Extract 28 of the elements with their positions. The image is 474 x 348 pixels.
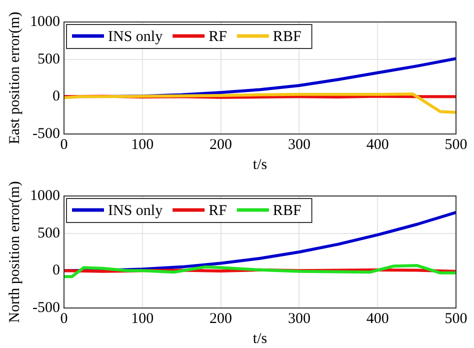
x-tick-label: 200 xyxy=(210,310,232,327)
x-tick-label: 500 xyxy=(444,310,468,327)
legend-label: RBF xyxy=(272,28,302,45)
x-tick-label: 400 xyxy=(366,136,389,153)
x-tick-label: 300 xyxy=(288,310,310,327)
legend-label: RBF xyxy=(272,202,302,219)
y-axis-title: East position error(m) xyxy=(6,12,23,144)
legend-label: INS only xyxy=(108,28,164,45)
x-axis-title: t/s xyxy=(252,156,268,173)
x-tick-label: 400 xyxy=(366,310,389,327)
y-axis-title: North position error(m) xyxy=(6,181,23,323)
y-tick-label: 500 xyxy=(38,225,60,242)
y-tick-label: 500 xyxy=(38,51,60,68)
y-tick-label: -500 xyxy=(32,300,60,316)
x-tick-label: 100 xyxy=(131,310,154,327)
x-axis-title: t/s xyxy=(252,330,268,347)
x-tick-label: 300 xyxy=(288,136,310,153)
x-tick-label: 200 xyxy=(210,136,232,153)
y-tick-label: 1000 xyxy=(30,188,60,204)
y-tick-label: 0 xyxy=(52,88,60,105)
legend-label: RF xyxy=(208,202,227,219)
legend-label: RF xyxy=(208,28,227,45)
y-tick-label: 1000 xyxy=(30,14,60,30)
legend-label: INS only xyxy=(108,202,164,219)
y-tick-label: 0 xyxy=(52,262,60,279)
x-tick-label: 500 xyxy=(444,136,468,153)
x-tick-label: 100 xyxy=(131,136,154,153)
y-tick-label: -500 xyxy=(32,126,60,142)
